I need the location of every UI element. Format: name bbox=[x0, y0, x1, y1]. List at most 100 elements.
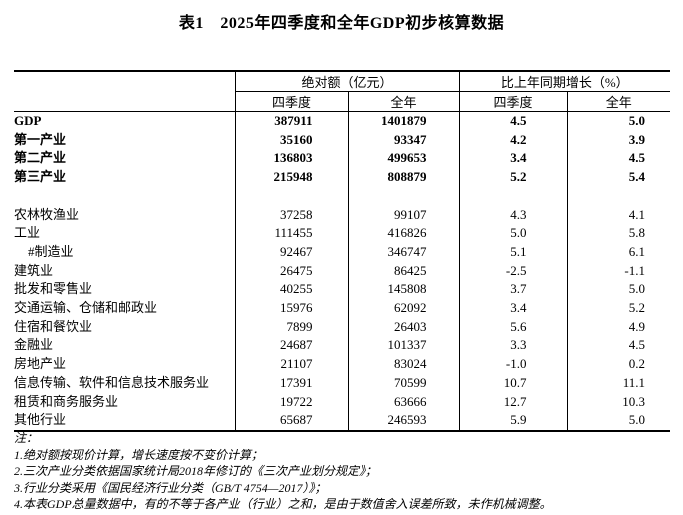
value-cell: 35160 bbox=[235, 130, 349, 150]
row-label: 其他行业 bbox=[14, 411, 236, 431]
subheader-growth-q4: 四季度 bbox=[459, 91, 568, 112]
value-cell: 4.2 bbox=[459, 130, 568, 150]
value-cell: 1401879 bbox=[348, 111, 460, 131]
value-cell: 5.2 bbox=[628, 300, 646, 316]
row-label: 农林牧渔业 bbox=[14, 205, 236, 225]
value-cell: -1.1 bbox=[624, 262, 646, 278]
value-cell: 40255 bbox=[235, 280, 349, 300]
value-cell: 4.5 bbox=[628, 337, 646, 353]
table-row: 农林牧渔业 37258 99107 4.3 4.1 bbox=[14, 205, 670, 225]
value-cell: 99107 bbox=[348, 205, 460, 225]
value-cell: -1.0 bbox=[459, 355, 568, 374]
row-label: 交通运输、仓储和邮政业 bbox=[14, 299, 236, 318]
table-row: 第二产业 136803 499653 3.4 4.5 bbox=[14, 149, 670, 169]
value-cell: 4.1 bbox=[628, 206, 646, 222]
row-label: 批发和零售业 bbox=[14, 280, 236, 300]
subheader-absolute-q4: 四季度 bbox=[235, 91, 349, 112]
subheader-absolute-year: 全年 bbox=[348, 91, 460, 112]
value-cell: 4.5 bbox=[459, 111, 568, 131]
note-line: 3.行业分类采用《国民经济行业分类（GB/T 4754—2017）》； bbox=[14, 480, 327, 495]
value-cell: 808879 bbox=[348, 168, 460, 187]
value-cell: 10.3 bbox=[622, 393, 646, 409]
value-cell: 5.9 bbox=[459, 411, 568, 431]
value-cell: 21107 bbox=[235, 355, 349, 374]
spacer-row bbox=[14, 186, 670, 206]
table-row: 第一产业 35160 93347 4.2 3.9 bbox=[14, 130, 670, 150]
row-label: 金融业 bbox=[14, 336, 236, 356]
col-group-absolute: 绝对额（亿元） bbox=[235, 71, 460, 92]
table-header: 绝对额（亿元） 比上年同期增长（%） 四季度 全年 四季度 全年 bbox=[14, 71, 671, 112]
value-cell: 4.3 bbox=[459, 205, 568, 225]
value-cell: 4.5 bbox=[628, 150, 646, 166]
table-row: 房地产业 21107 83024 -1.0 0.2 bbox=[14, 355, 670, 374]
value-cell: 7899 bbox=[235, 317, 349, 337]
row-label: 第一产业 bbox=[14, 130, 236, 150]
table-row: 工业 111455 416826 5.0 5.8 bbox=[14, 224, 670, 243]
value-cell: 499653 bbox=[348, 149, 460, 169]
value-cell: 5.6 bbox=[459, 317, 568, 337]
row-label: 建筑业 bbox=[14, 261, 236, 281]
value-cell: 62092 bbox=[348, 299, 460, 318]
note-line: 4.本表GDP总量数据中，有的不等于各产业（行业）之和，是由于数值舍入误差所致，… bbox=[14, 497, 552, 512]
value-cell: 83024 bbox=[348, 355, 460, 374]
value-cell: 246593 bbox=[348, 411, 460, 431]
value-cell: 215948 bbox=[235, 168, 349, 187]
value-cell: 63666 bbox=[348, 392, 460, 412]
table-row: 其他行业 65687 246593 5.9 5.0 bbox=[14, 411, 670, 431]
value-cell: 26403 bbox=[348, 317, 460, 337]
value-cell: 0.2 bbox=[628, 356, 646, 372]
value-cell: 19722 bbox=[235, 392, 349, 412]
value-cell: 93347 bbox=[348, 130, 460, 150]
row-label: 工业 bbox=[14, 224, 236, 243]
row-label: 租赁和商务服务业 bbox=[14, 392, 236, 412]
value-cell: 3.9 bbox=[628, 131, 646, 147]
table-row: 建筑业 26475 86425 -2.5 -1.1 bbox=[14, 261, 670, 281]
note-line: 2.三次产业分类依据国家统计局2018年修订的《三次产业划分规定》； bbox=[14, 464, 378, 479]
value-cell: 5.0 bbox=[459, 224, 568, 243]
table-row: 租赁和商务服务业 19722 63666 12.7 10.3 bbox=[14, 392, 670, 412]
table-row: 批发和零售业 40255 145808 3.7 5.0 bbox=[14, 280, 670, 300]
value-cell: 6.1 bbox=[628, 243, 646, 259]
subheader-growth-year: 全年 bbox=[567, 91, 671, 112]
value-cell bbox=[459, 186, 568, 206]
row-label: 房地产业 bbox=[14, 355, 236, 374]
value-cell: 10.7 bbox=[459, 373, 568, 393]
value-cell: 416826 bbox=[348, 224, 460, 243]
value-cell: 12.7 bbox=[459, 392, 568, 412]
col-group-growth: 比上年同期增长（%） bbox=[459, 71, 671, 92]
table-row: 金融业 24687 101337 3.3 4.5 bbox=[14, 336, 670, 356]
table-row: 交通运输、仓储和邮政业 15976 62092 3.4 5.2 bbox=[14, 299, 670, 318]
value-cell: 5.2 bbox=[459, 168, 568, 187]
notes-label: 注： bbox=[14, 431, 39, 445]
row-label: 第二产业 bbox=[14, 149, 236, 169]
table-row: 信息传输、软件和信息技术服务业 17391 70599 10.7 11.1 bbox=[14, 373, 670, 393]
table-row: #制造业 92467 346747 5.1 6.1 bbox=[14, 242, 670, 262]
value-cell: 136803 bbox=[235, 149, 349, 169]
value-cell bbox=[235, 186, 349, 206]
value-cell: 3.7 bbox=[459, 280, 568, 300]
table-row: 第三产业 215948 808879 5.2 5.4 bbox=[14, 168, 670, 187]
row-label bbox=[14, 186, 236, 206]
value-cell: 346747 bbox=[348, 242, 460, 262]
table-body: GDP 387911 1401879 4.5 5.0 第一产业 35160 93347 4.2 3… bbox=[14, 111, 670, 431]
value-cell: 65687 bbox=[235, 411, 349, 431]
value-cell: 5.8 bbox=[628, 225, 646, 241]
value-cell: 92467 bbox=[235, 242, 349, 262]
value-cell: 5.0 bbox=[628, 281, 646, 297]
value-cell: 3.3 bbox=[459, 336, 568, 356]
note-line: 1.绝对额按现价计算，增长速度按不变价计算； bbox=[14, 447, 264, 462]
value-cell: 4.9 bbox=[628, 318, 646, 334]
value-cell: 3.4 bbox=[459, 149, 568, 169]
value-cell: 15976 bbox=[235, 299, 349, 318]
value-cell: 11.1 bbox=[622, 374, 646, 390]
value-cell: 17391 bbox=[235, 373, 349, 393]
value-cell: 24687 bbox=[235, 336, 349, 356]
value-cell: 101337 bbox=[348, 336, 460, 356]
row-label: #制造业 bbox=[14, 242, 236, 262]
value-cell: 5.1 bbox=[459, 242, 568, 262]
table-title: 表1 2025年四季度和全年GDP初步核算数据 bbox=[178, 15, 505, 32]
value-cell bbox=[567, 187, 670, 206]
value-cell: 3.4 bbox=[459, 299, 568, 318]
value-cell: 111455 bbox=[235, 224, 349, 243]
